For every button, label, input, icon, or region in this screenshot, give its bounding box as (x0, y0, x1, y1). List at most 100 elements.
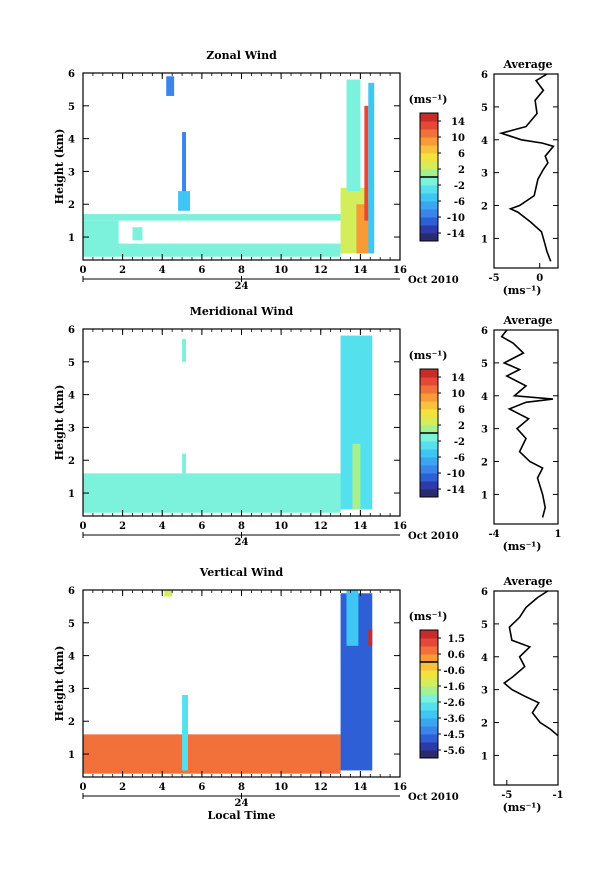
colorbar-swatch (420, 401, 438, 410)
profile-title: Average (502, 314, 552, 327)
colorbar-swatch (420, 718, 438, 727)
heatmap-cell (346, 79, 361, 192)
heatmap-cells (83, 335, 373, 513)
heatmap-cells (83, 590, 373, 774)
date-label: Oct 2010 (408, 275, 459, 286)
colorbar-swatch (420, 678, 438, 687)
colorbar-unit: (ms⁻¹) (409, 349, 448, 362)
heatmap-cell (182, 453, 187, 474)
profile-x-tick-label: 0 (536, 273, 543, 284)
colorbar-tick-label: 14 (451, 117, 465, 128)
y-tick-label: 6 (68, 69, 75, 80)
heatmap-cell (182, 132, 187, 205)
colorbar-swatch (420, 473, 438, 482)
profile-y-tick-label: 6 (481, 587, 488, 598)
x-tick-label: 12 (314, 265, 328, 276)
profile-unit: (ms⁻¹) (503, 284, 542, 297)
profile-x-tick-label: 1 (555, 529, 562, 540)
profile-unit: (ms⁻¹) (503, 540, 542, 553)
x-tick-label: 4 (159, 265, 166, 276)
heatmap-cell (182, 694, 189, 771)
panel-title: Zonal Wind (206, 49, 277, 62)
profile-y-tick-label: 2 (481, 719, 488, 730)
x-tick-label: 8 (238, 521, 245, 532)
colorbar-unit: (ms⁻¹) (409, 610, 448, 623)
y-tick-label: 1 (68, 233, 75, 244)
colorbar-swatch (420, 113, 438, 122)
x-tick-label: 0 (80, 265, 87, 276)
profile-line (498, 73, 555, 262)
colorbar-swatch (420, 417, 438, 426)
colorbar-swatch (420, 161, 438, 170)
y-tick-label: 6 (68, 325, 75, 336)
colorbar-tick-label: -4.5 (443, 730, 465, 741)
colorbar-tick-label: -2 (454, 181, 465, 192)
profile-y-tick-label: 4 (481, 653, 488, 664)
colorbar-swatch (420, 185, 438, 194)
average-profile: Average 1 2 3 4 5 6 -5 0(ms⁻¹) (481, 58, 559, 297)
colorbar-swatch (420, 742, 438, 751)
colorbar-tick-label: 6 (458, 149, 465, 160)
panel-title: Meridional Wind (190, 305, 294, 318)
colorbar-tick-label: -10 (447, 469, 465, 480)
x-tick-label: 16 (393, 521, 407, 532)
colorbar-swatch (420, 694, 438, 703)
colorbar-tick-label: -3.6 (443, 714, 465, 725)
x-tick-label: 16 (393, 265, 407, 276)
profile-x-tick-label: -4 (488, 529, 499, 540)
colorbar-swatch (420, 686, 438, 695)
profile-frame (493, 329, 559, 525)
x-tick-label: 14 (353, 782, 367, 793)
colorbar-tick-label: 6 (458, 405, 465, 416)
colorbar-tick-label: 10 (451, 389, 465, 400)
y-tick-label: 2 (68, 456, 75, 467)
colorbar-tick-label: -14 (447, 229, 465, 240)
colorbar-swatch (420, 129, 438, 138)
y-tick-label: 5 (68, 358, 75, 369)
colorbar-swatch (420, 726, 438, 735)
colorbar-swatch (420, 489, 438, 498)
date-marker: 24 (235, 281, 249, 292)
colorbar-tick-label: -1.6 (443, 682, 465, 693)
colorbar-swatch (420, 670, 438, 679)
profile-y-tick-label: 4 (481, 392, 488, 403)
colorbar-swatch (420, 153, 438, 162)
colorbar-tick-label: -6 (454, 197, 465, 208)
colorbar-tick-label: -0.6 (443, 666, 465, 677)
profile-frame (493, 73, 559, 269)
date-label: Oct 2010 (408, 531, 459, 542)
colorbar-tick-label: -2 (454, 437, 465, 448)
colorbar-swatch (420, 225, 438, 234)
colorbar-swatch (420, 457, 438, 466)
x-tick-label: 2 (119, 521, 126, 532)
colorbar-swatch (420, 233, 438, 242)
colorbar-swatch (420, 433, 438, 442)
colorbar-tick-label: 2 (458, 165, 465, 176)
heatmap-cell (364, 105, 369, 221)
date-marker: 24 (235, 537, 249, 548)
y-tick-label: 1 (68, 489, 75, 500)
heatmap-cell (346, 590, 359, 646)
profile-y-tick-label: 4 (481, 136, 488, 147)
heatmap-cell (368, 629, 373, 646)
colorbar-tick-label: -2.6 (443, 698, 465, 709)
heatmap-cell (164, 590, 173, 597)
y-axis-label: Height (km) (53, 129, 66, 205)
x-tick-label: 12 (314, 521, 328, 532)
colorbar-tick-label: -10 (447, 213, 465, 224)
colorbar-tick-label: 1.5 (448, 634, 465, 645)
profile-y-tick-label: 1 (481, 234, 488, 245)
x-tick-label: 6 (198, 265, 205, 276)
x-tick-label: 2 (119, 782, 126, 793)
x-tick-label: 16 (393, 782, 407, 793)
average-profile: Average 1 2 3 4 5 6 -4 1 (ms⁻¹) (481, 314, 561, 553)
profile-title: Average (502, 575, 552, 588)
colorbar-swatch (420, 393, 438, 402)
colorbar-swatch (420, 177, 438, 186)
colorbar-tick-label: 10 (451, 133, 465, 144)
y-tick-label: 5 (68, 619, 75, 630)
x-tick-label: 10 (274, 521, 288, 532)
